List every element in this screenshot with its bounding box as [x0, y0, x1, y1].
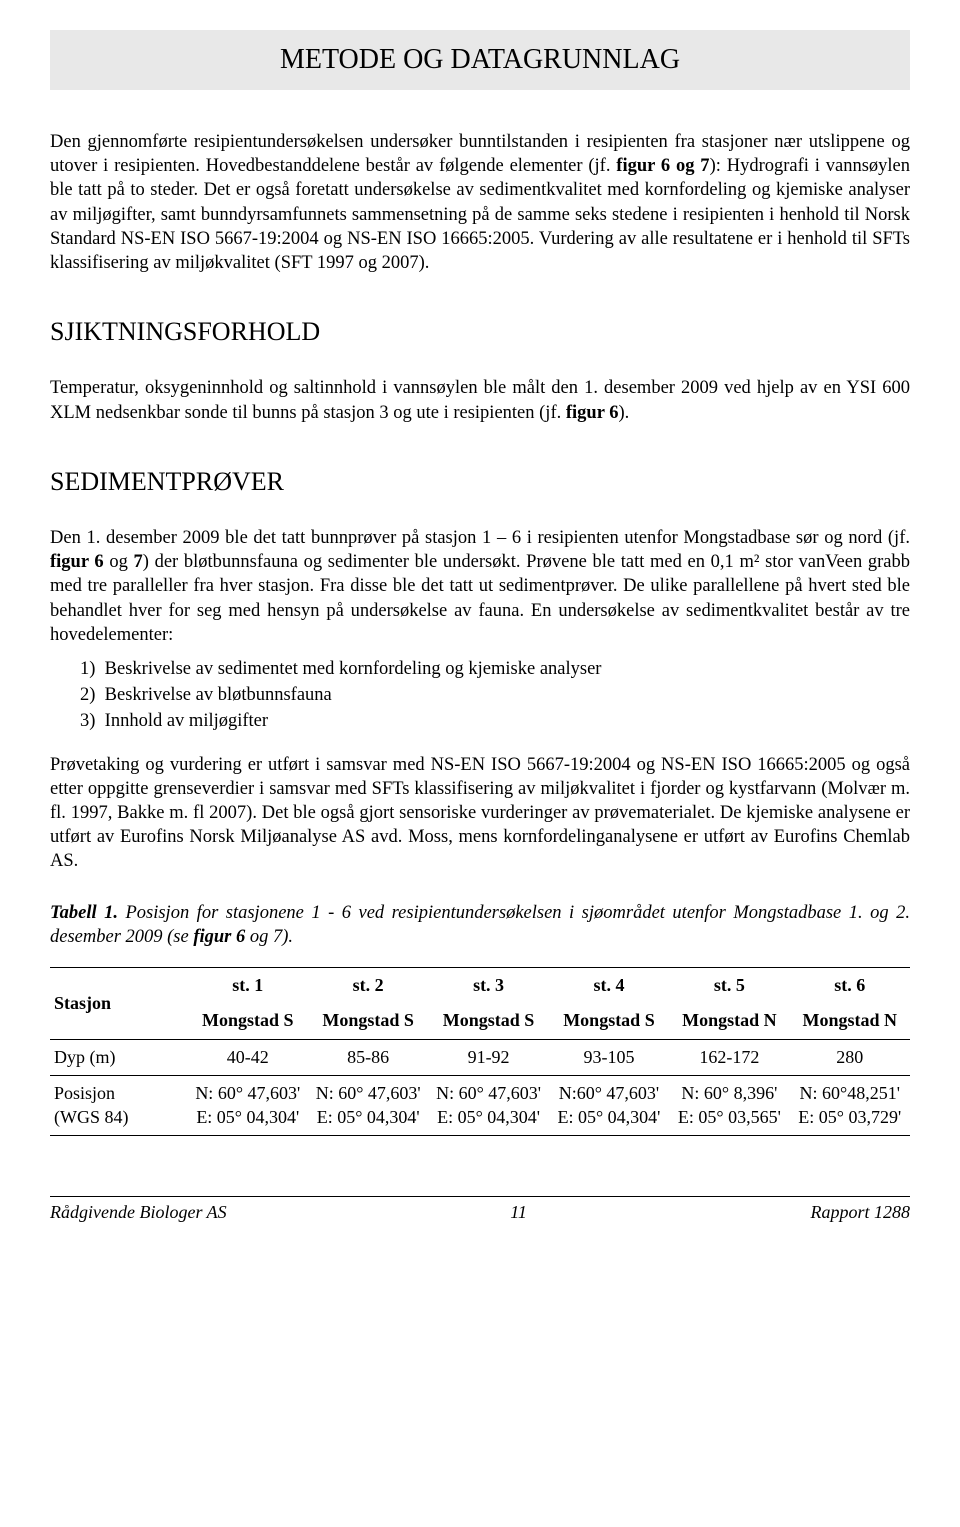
th-sub4: Mongstad S — [549, 1003, 669, 1039]
sjikt-text-a: Temperatur, oksygeninnhold og saltinnhol… — [50, 378, 910, 422]
table-caption-b: og — [245, 927, 273, 947]
list-item: 3) Innhold av miljøgifter — [80, 709, 910, 733]
dyp-2: 85-86 — [308, 1039, 428, 1075]
list-item-text: Beskrivelse av bløtbunnsfauna — [105, 685, 332, 705]
table-caption-fig7: 7 — [273, 927, 282, 947]
pos-6: N: 60°48,251' E: 05° 03,729' — [790, 1076, 910, 1136]
th-stasjon: Stasjon — [50, 968, 188, 1040]
th-st5: st. 5 — [669, 968, 789, 1004]
th-st1: st. 1 — [188, 968, 308, 1004]
table-caption-lead: Tabell 1. — [50, 903, 118, 923]
list-item: 2) Beskrivelse av bløtbunnsfauna — [80, 683, 910, 707]
footer-right: Rapport 1288 — [810, 1201, 910, 1224]
intro-paragraph: Den gjennomførte resipientundersøkelsen … — [50, 130, 910, 274]
th-sub6: Mongstad N — [790, 1003, 910, 1039]
list-item-text: Beskrivelse av sedimentet med kornfordel… — [105, 659, 602, 679]
sed-text-a: Den 1. desember 2009 ble det tatt bunnpr… — [50, 528, 910, 548]
list-item: 1) Beskrivelse av sedimentet med kornfor… — [80, 657, 910, 681]
sjikt-figref: figur 6 — [566, 403, 619, 423]
th-sub2: Mongstad S — [308, 1003, 428, 1039]
th-sub3: Mongstad S — [428, 1003, 548, 1039]
sed-paragraph-1: Den 1. desember 2009 ble det tatt bunnpr… — [50, 526, 910, 646]
dyp-3: 91-92 — [428, 1039, 548, 1075]
th-st2: st. 2 — [308, 968, 428, 1004]
sed-figref7: 7 — [134, 552, 143, 572]
dyp-4: 93-105 — [549, 1039, 669, 1075]
dyp-5: 162-172 — [669, 1039, 789, 1075]
pos-3: N: 60° 47,603' E: 05° 04,304' — [428, 1076, 548, 1136]
section-sediment: SEDIMENTPRØVER — [50, 465, 910, 499]
table-row-pos: Posisjon (WGS 84) N: 60° 47,603' E: 05° … — [50, 1076, 910, 1136]
pos-label: Posisjon (WGS 84) — [50, 1076, 188, 1136]
pos-4: N:60° 47,603' E: 05° 04,304' — [549, 1076, 669, 1136]
sed-figref6: figur 6 — [50, 552, 104, 572]
pos-1: N: 60° 47,603' E: 05° 04,304' — [188, 1076, 308, 1136]
dyp-1: 40-42 — [188, 1039, 308, 1075]
th-st3: st. 3 — [428, 968, 548, 1004]
dyp-6: 280 — [790, 1039, 910, 1075]
intro-figref: figur 6 og 7 — [616, 156, 709, 176]
th-st4: st. 4 — [549, 968, 669, 1004]
page-footer: Rådgivende Biologer AS 11 Rapport 1288 — [50, 1196, 910, 1224]
sjikt-paragraph: Temperatur, oksygeninnhold og saltinnhol… — [50, 376, 910, 424]
footer-left: Rådgivende Biologer AS — [50, 1201, 227, 1224]
pos-5: N: 60° 8,396' E: 05° 03,565' — [669, 1076, 789, 1136]
table-caption-a: Posisjon for stasjonene 1 - 6 ved resipi… — [50, 903, 910, 947]
page-title: METODE OG DATAGRUNNLAG — [280, 44, 680, 75]
table-caption-c: ). — [282, 927, 293, 947]
table-row-dyp: Dyp (m) 40-42 85-86 91-92 93-105 162-172… — [50, 1039, 910, 1075]
pos-label-2: (WGS 84) — [54, 1107, 129, 1127]
sjikt-text-b: ). — [618, 403, 629, 423]
pos-2: N: 60° 47,603' E: 05° 04,304' — [308, 1076, 428, 1136]
pos-label-1: Posisjon — [54, 1083, 115, 1103]
page-title-bar: METODE OG DATAGRUNNLAG — [50, 30, 910, 90]
footer-center: 11 — [510, 1201, 527, 1224]
section-sjiktning: SJIKTNINGSFORHOLD — [50, 315, 910, 349]
sed-paragraph-2: Prøvetaking og vurdering er utført i sam… — [50, 753, 910, 873]
th-st6: st. 6 — [790, 968, 910, 1004]
sed-text-c: ) der bløtbunnsfauna og sedimenter ble u… — [50, 552, 910, 644]
dyp-label: Dyp (m) — [50, 1039, 188, 1075]
stations-table: Stasjon st. 1 st. 2 st. 3 st. 4 st. 5 st… — [50, 967, 910, 1136]
th-sub1: Mongstad S — [188, 1003, 308, 1039]
th-sub5: Mongstad N — [669, 1003, 789, 1039]
sed-list: 1) Beskrivelse av sedimentet med kornfor… — [80, 657, 910, 733]
list-item-text: Innhold av miljøgifter — [105, 711, 268, 731]
table-caption-fig6: figur 6 — [193, 927, 245, 947]
table-caption: Tabell 1. Posisjon for stasjonene 1 - 6 … — [50, 901, 910, 949]
sed-text-b: og — [104, 552, 134, 572]
table-header-row-1: Stasjon st. 1 st. 2 st. 3 st. 4 st. 5 st… — [50, 968, 910, 1004]
